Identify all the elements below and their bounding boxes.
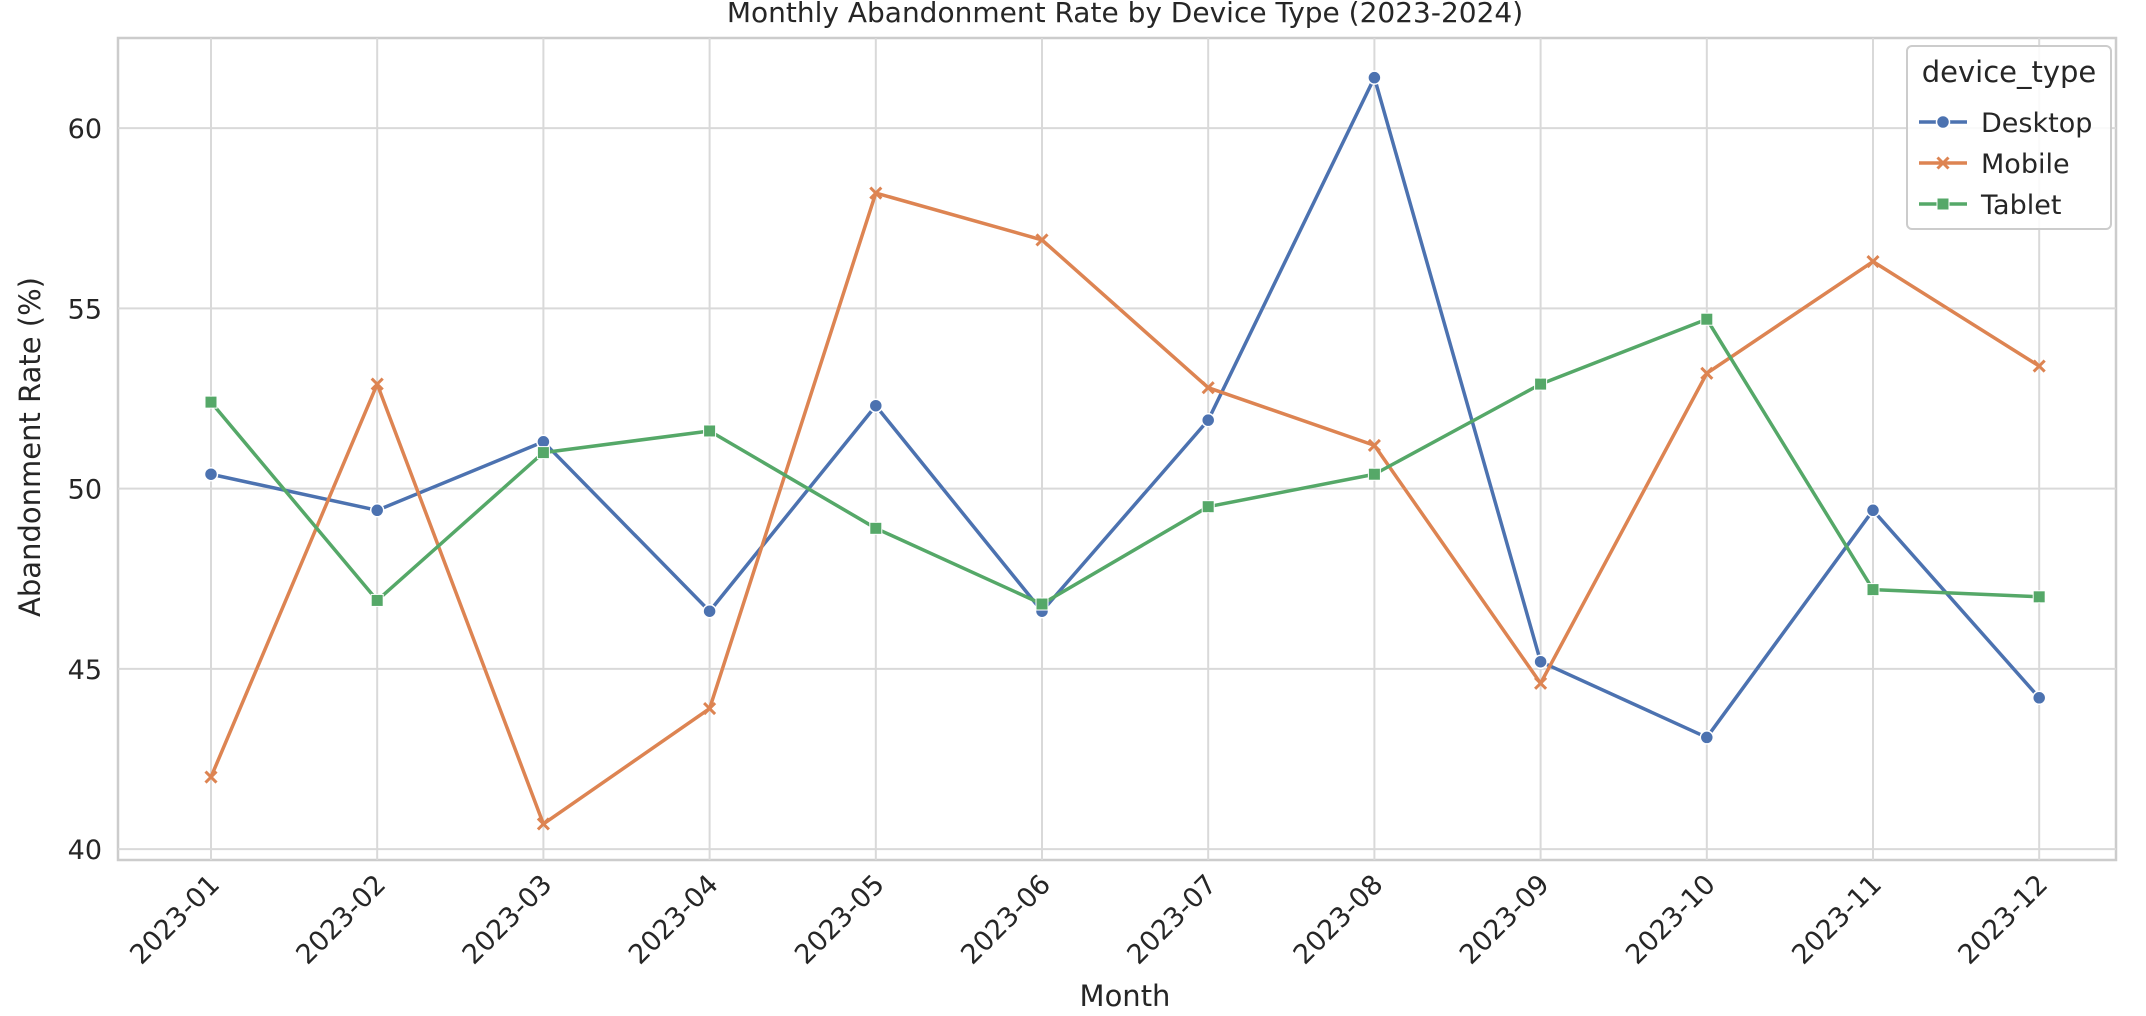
y-tick-label: 60 [68,114,102,145]
data-point-desktop [1533,654,1548,669]
x-tick-label: 2023-08 [1288,869,1390,971]
legend-item-mobile: Mobile [1919,149,2070,180]
x-tick-label: 2023-06 [955,869,1057,971]
data-point-tablet [1367,467,1381,481]
x-marker-stroke [536,817,550,831]
data-point-mobile [1367,438,1381,452]
legend-box [1906,45,2112,230]
data-point-tablet [1035,597,1049,611]
data-point-tablet [1534,377,1548,391]
x-marker-stroke [1035,233,1049,247]
x-marker-stroke [1201,381,1215,395]
x-marker-stroke [2032,359,2046,373]
legend-marker [1936,197,1950,211]
legend-title: device_type [1922,55,2097,89]
legend-item-tablet: Tablet [1919,190,2061,221]
legend-label: Tablet [1980,190,2061,221]
data-point-mobile [1035,233,1049,247]
data-point-desktop [868,398,884,413]
plot-frame [116,36,2118,862]
data-point-mobile [1201,381,1215,395]
data-point-desktop [1367,70,1382,85]
data-point-mobile [869,186,883,200]
x-marker-stroke [703,702,717,716]
y-tick-label: 45 [68,655,102,686]
data-point-tablet [370,593,384,607]
data-point-desktop [702,603,717,619]
data-point-desktop [369,503,385,518]
x-marker-stroke [1936,156,1950,170]
data-point-desktop [1699,730,1715,745]
data-point-mobile [536,817,550,831]
data-point-mobile [1534,676,1548,690]
x-marker-stroke [1367,438,1381,452]
y-tick-label: 40 [68,835,102,866]
x-marker-stroke [869,186,883,200]
data-point-tablet [536,446,550,460]
legend-label: Desktop [1981,108,2092,139]
data-point-tablet [1201,500,1215,514]
x-axis-label: Month [1080,979,1171,1012]
legend-marker [1935,114,1951,130]
data-point-mobile [703,702,717,716]
legend: device_type Desktop Mobile Tablet [1906,45,2112,230]
x-tick-label: 2023-03 [457,869,559,971]
legend-item-desktop: Desktop [1919,108,2092,139]
x-tick-label: 2023-02 [290,869,392,971]
data-point-tablet [2032,590,2046,604]
data-point-mobile [2032,359,2046,373]
x-marker-stroke [370,377,384,391]
x-tick-label: 2023-07 [1121,869,1223,971]
x-marker-stroke [1700,366,1714,380]
data-point-tablet [869,521,883,535]
data-point-tablet [1866,583,1880,597]
data-point-desktop [1200,412,1216,428]
data-point-tablet [703,424,717,438]
x-tick-label: 2023-09 [1454,869,1556,971]
chart-title: Monthly Abandonment Rate by Device Type … [727,0,1523,29]
series-line-mobile [209,191,2041,826]
x-tick-label: 2023-10 [1620,869,1722,971]
series-line-tablet [209,317,2040,606]
x-tick-label: 2023-04 [623,869,725,971]
y-tick-label: 55 [68,294,102,325]
y-axis-label: Abandonment Rate (%) [13,277,47,617]
x-tick-label: 2023-05 [789,869,891,971]
y-tick-label: 50 [68,475,102,506]
data-point-mobile [204,770,218,784]
data-point-mobile [1866,254,1880,269]
x-marker-stroke [1866,254,1880,269]
x-marker-stroke [204,770,218,784]
data-point-desktop [1865,503,1881,518]
data-point-mobile [1700,366,1714,380]
data-point-desktop [2031,690,2047,706]
x-marker-stroke [1534,676,1548,690]
data-point-tablet [1700,312,1714,326]
x-tick-label: 2023-11 [1786,869,1888,971]
legend-label: Mobile [1981,149,2070,180]
plot-area: 40 45 50 55 60 2023-01 2023-02 2023-03 2023-04 20… [68,36,2118,971]
series-line-desktop [210,75,2041,740]
x-tick-label: 2023-12 [1952,869,2054,971]
data-point-tablet [204,395,218,409]
data-point-mobile [370,377,384,391]
legend-marker [1936,156,1950,170]
x-tick-label: 2023-01 [124,869,226,971]
data-point-desktop [203,466,219,482]
